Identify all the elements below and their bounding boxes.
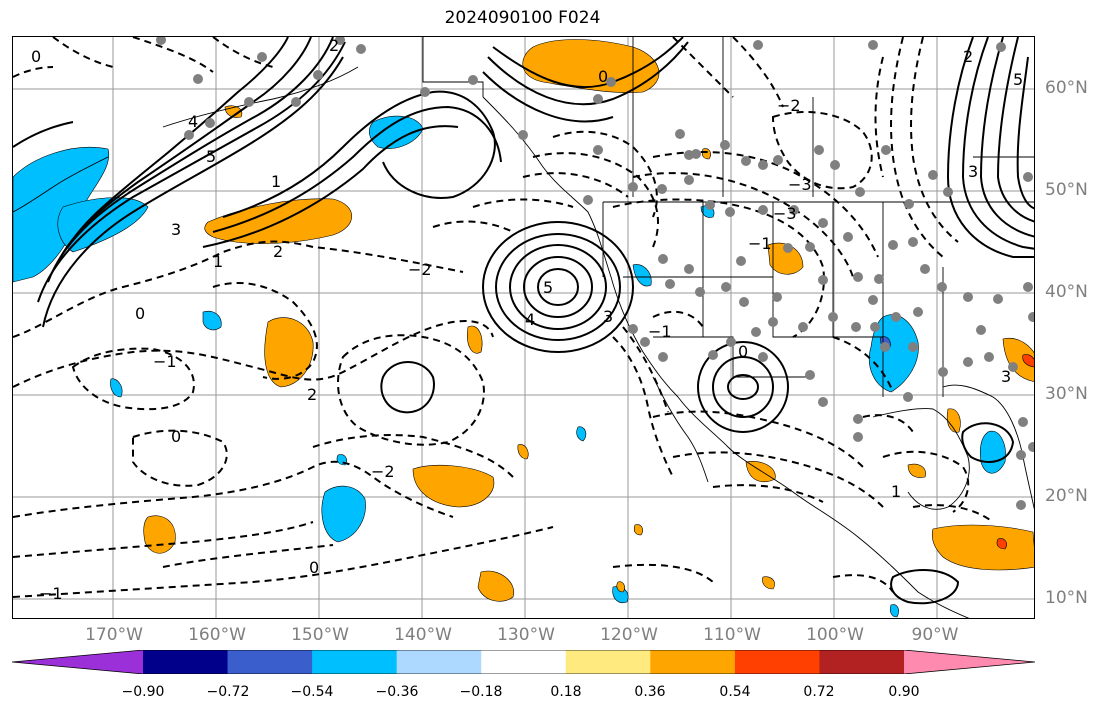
contour-label: 4 [188, 112, 198, 131]
contour-label: 3 [603, 307, 613, 326]
contour-label: −2 [371, 462, 395, 481]
contour-label: 2 [307, 385, 317, 404]
colorbar-cell [650, 650, 736, 674]
contour-label: 5 [206, 147, 216, 166]
lat-label-20n: 20°N [1045, 486, 1088, 506]
contour-label: 0 [31, 47, 41, 66]
lat-label-50n: 50°N [1045, 180, 1088, 200]
lon-label-100w: 100°W [806, 625, 864, 645]
contour-label: 2 [273, 242, 283, 261]
colorbar-cell [227, 650, 313, 674]
lon-label-90w: 90°W [911, 625, 959, 645]
contour-label: 4 [525, 310, 535, 329]
lon-label-110w: 110°W [703, 625, 761, 645]
colorbar-tick: −0.36 [375, 684, 419, 700]
contour-label: 0 [135, 304, 145, 323]
lon-label-140w: 140°W [394, 625, 452, 645]
contour-labels: 2 0 4 5 3 1 5 4 3 2 1 0 −1 −2 −3 0 2 −1 … [31, 37, 1023, 603]
contour-label: 2 [329, 37, 339, 55]
lon-label-120w: 120°W [600, 625, 658, 645]
colorbar-tick: −0.54 [290, 684, 334, 700]
colorbar-tick: −0.72 [206, 684, 250, 700]
lat-label-10n: 10°N [1045, 588, 1088, 608]
contours-negative [13, 37, 994, 598]
lon-label-160w: 160°W [188, 625, 246, 645]
station-dots [156, 37, 1034, 510]
contour-label: 0 [171, 427, 181, 446]
colorbar-tick: −0.90 [121, 684, 165, 700]
colorbar-tick: 0.54 [719, 684, 751, 700]
colorbar [12, 650, 1035, 674]
contour-label: 2 [963, 47, 973, 66]
colorbar-tick: 0.72 [803, 684, 835, 700]
contours-positive [13, 37, 1034, 605]
contour-label: 3 [1001, 367, 1011, 386]
contour-label: 3 [171, 220, 181, 239]
contour-label: −1 [748, 234, 772, 253]
lon-label-150w: 150°W [291, 625, 349, 645]
colorbar-cell [481, 650, 567, 674]
anomaly-fill [13, 39, 1034, 618]
contour-label: 0 [309, 558, 319, 577]
colorbar-cell [12, 650, 143, 674]
lon-label-170w: 170°W [85, 625, 143, 645]
contour-label: −1 [39, 584, 63, 603]
contour-label: 1 [271, 172, 281, 191]
colorbar-tick: 0.18 [550, 684, 582, 700]
colorbar-cell [904, 650, 1035, 674]
contour-label: −2 [777, 96, 801, 115]
contour-label: 0 [738, 342, 748, 361]
contour-label: 5 [543, 278, 553, 297]
lat-label-40n: 40°N [1045, 282, 1088, 302]
colorbar-tick: −0.18 [459, 684, 503, 700]
colorbar-cell [819, 650, 905, 674]
contour-label: 1 [213, 252, 223, 271]
graticule [13, 37, 1034, 618]
contour-label: 0 [598, 67, 608, 86]
colorbar-cell [734, 650, 820, 674]
map-title: 2024090100 F024 [444, 8, 601, 28]
contour-label: −1 [153, 352, 177, 371]
contour-label: −3 [773, 204, 797, 223]
contour-label: 5 [1013, 70, 1023, 89]
colorbar-cell [396, 650, 482, 674]
lat-label-30n: 30°N [1045, 384, 1088, 404]
contour-label: −2 [408, 260, 432, 279]
contour-label: 1 [891, 482, 901, 501]
map-panel[interactable]: 2 0 4 5 3 1 5 4 3 2 1 0 −1 −2 −3 0 2 −1 … [12, 36, 1035, 619]
colorbar-cell [565, 650, 651, 674]
contour-label: −3 [788, 175, 812, 194]
lat-label-60n: 60°N [1045, 78, 1088, 98]
colorbar-cell [312, 650, 398, 674]
colorbar-cell [143, 650, 229, 674]
contour-label: 3 [968, 162, 978, 181]
map-canvas: 2 0 4 5 3 1 5 4 3 2 1 0 −1 −2 −3 0 2 −1 … [13, 37, 1034, 618]
contour-label: −1 [648, 322, 672, 341]
colorbar-tick: 0.90 [888, 684, 920, 700]
colorbar-tick: 0.36 [634, 684, 666, 700]
lon-label-130w: 130°W [497, 625, 555, 645]
